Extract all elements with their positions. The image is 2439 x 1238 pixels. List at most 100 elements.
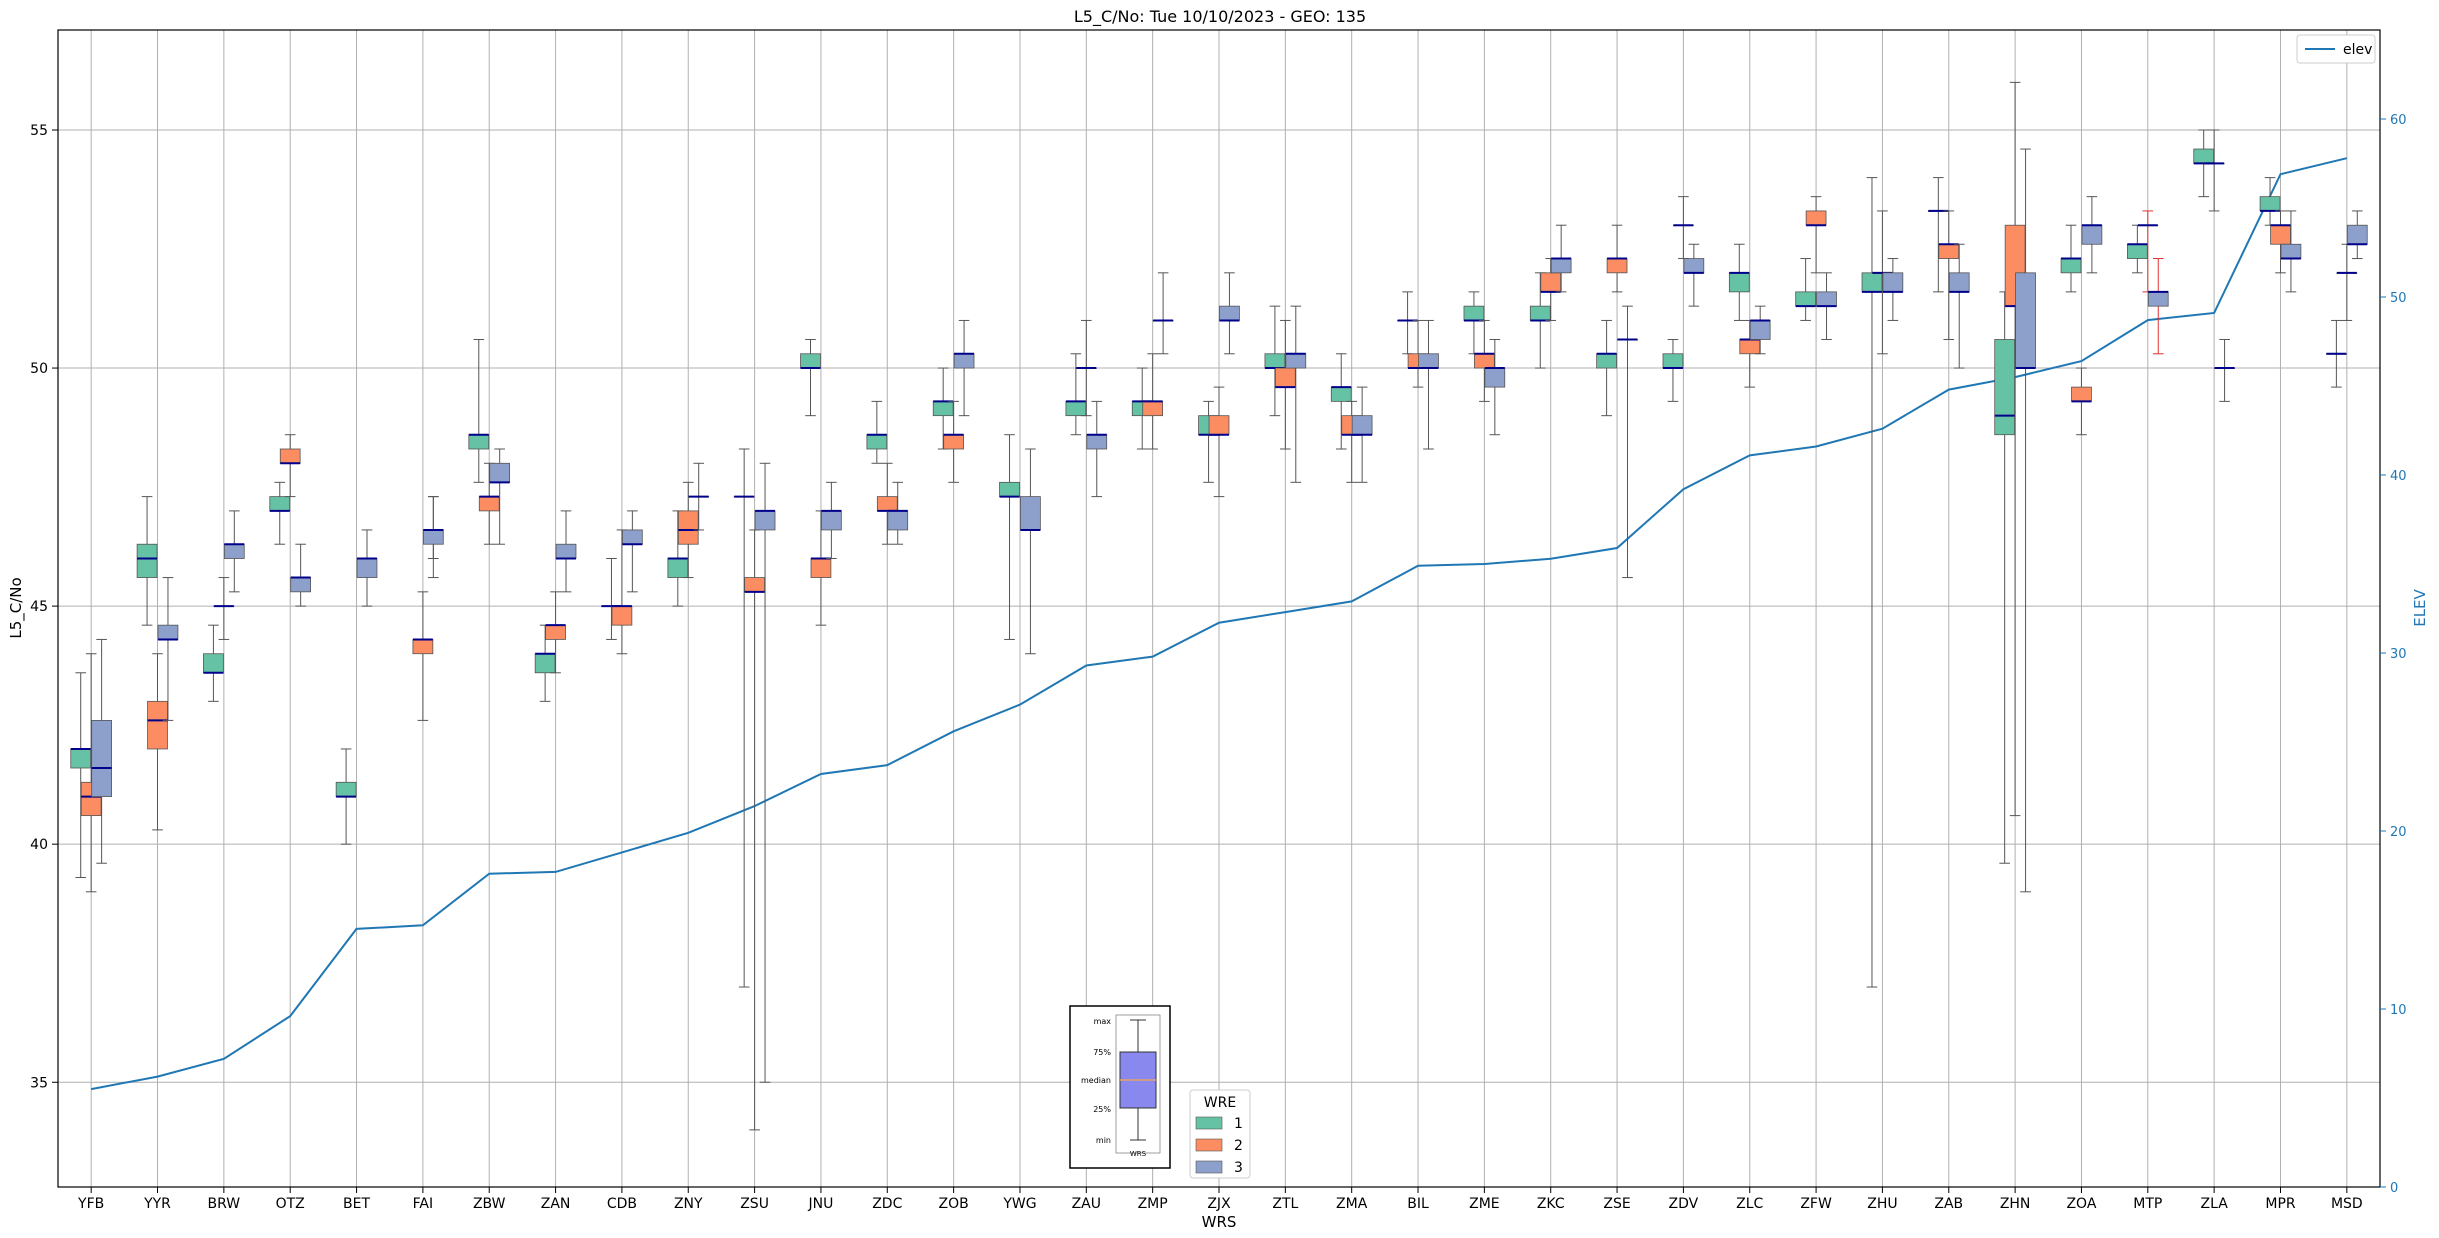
box-zdv-wre2 <box>1673 196 1694 260</box>
x-tick-label: CDB <box>607 1196 637 1212</box>
box-ztl-wre2 <box>1274 319 1296 450</box>
box-brw-wre2 <box>213 577 235 640</box>
box-iqr <box>821 510 842 531</box>
box-yyr-wre2 <box>147 653 168 831</box>
box-iqr <box>1739 339 1761 355</box>
box-iqr <box>1948 272 1970 293</box>
box-iqr <box>800 353 821 369</box>
box-iqr <box>1861 272 1883 293</box>
box-iqr <box>1219 305 1240 321</box>
box-zsu-wre2 <box>744 529 765 1131</box>
box-yfb-wre1 <box>70 672 92 879</box>
x-tick-label: ZAB <box>1934 1196 1963 1212</box>
x-tick-label: ZAN <box>541 1196 571 1212</box>
x-tick-label: ZMP <box>1138 1196 1168 1212</box>
x-tick-label: ZNY <box>674 1196 703 1212</box>
box-iqr <box>1550 258 1572 274</box>
box-iqr <box>1264 353 1286 369</box>
box-iqr <box>2193 148 2215 164</box>
box-iqr <box>1938 243 1960 259</box>
box-iqr <box>555 543 577 559</box>
x-tick-label: ZME <box>1469 1196 1500 1212</box>
box-ywg-wre3 <box>1020 448 1041 655</box>
box-iqr <box>422 529 444 545</box>
inset-label-q1: 25% <box>1093 1105 1111 1114</box>
box-iqr <box>887 510 909 531</box>
y2-tick-label: 50 <box>2390 291 2407 306</box>
inset-label-max: max <box>1094 1017 1112 1026</box>
box-iqr <box>70 748 92 769</box>
box-iqr <box>866 434 888 450</box>
box-iqr <box>1683 258 1705 274</box>
y-tick-label: 50 <box>30 361 48 377</box>
x-tick-label: ZSU <box>740 1196 769 1212</box>
x-tick-label: ZDC <box>872 1196 902 1212</box>
elev-legend-label: elev <box>2343 42 2372 58</box>
wre-legend-label-3: 3 <box>1234 1160 1243 1176</box>
box-zhn-wre3 <box>2015 148 2036 893</box>
box-anatomy-inset: max 75% median 25% min WRS <box>1069 1005 1171 1169</box>
box-bil-wre3 <box>1418 319 1439 450</box>
box-zbw-wre3 <box>489 448 511 545</box>
box-brw-wre3 <box>223 510 245 593</box>
box-iqr <box>356 558 378 578</box>
x-tick-label: MSD <box>2331 1196 2363 1212</box>
box-iqr <box>611 605 633 626</box>
box-mtp-wre2 <box>2137 210 2159 293</box>
box-iqr <box>1728 272 1750 293</box>
x-tick-label: ZOB <box>939 1196 969 1212</box>
box-fai-wre2 <box>412 591 434 721</box>
box-iqr <box>876 496 898 512</box>
box-msd-wre2 <box>2336 243 2358 321</box>
box-msd-wre3 <box>2346 210 2368 260</box>
x-tick-label: JNU <box>808 1196 834 1212</box>
box-bet-wre3 <box>356 529 378 607</box>
box-zme-wre2 <box>1474 319 1495 402</box>
box-zab-wre3 <box>1948 243 1970 369</box>
box-iqr <box>2147 291 2169 307</box>
box-mpr-wre3 <box>2280 210 2302 293</box>
box-cdb-wre2 <box>611 529 633 655</box>
box-zny-wre2 <box>677 481 699 579</box>
x-tick-label: YYR <box>143 1196 171 1212</box>
x-tick-label: BET <box>343 1196 370 1212</box>
box-iqr <box>1020 496 1041 531</box>
y-tick-label: 45 <box>30 599 48 615</box>
box-zmp-wre3 <box>1152 272 1174 355</box>
box-zdv-wre3 <box>1683 243 1705 307</box>
inset-xlabel: WRS <box>1130 1150 1147 1158</box>
box-iqr <box>2126 243 2148 259</box>
box-iqr <box>534 653 556 674</box>
box-zan-wre3 <box>555 510 577 593</box>
box-iqr <box>1418 353 1439 369</box>
x-tick-label: BRW <box>208 1196 241 1212</box>
box-zau-wre1 <box>1065 353 1087 436</box>
y2-tick-label: 30 <box>2390 647 2407 662</box>
box-zsu-wre1 <box>733 448 755 988</box>
box-zse-wre1 <box>1596 319 1617 417</box>
box-zhu-wre3 <box>1882 258 1904 321</box>
wre-legend-label-1: 1 <box>1234 1116 1243 1132</box>
box-series <box>70 81 2368 1131</box>
box-iqr <box>223 543 245 559</box>
box-mpr-wre2 <box>2270 210 2291 274</box>
box-zsu-wre3 <box>754 462 776 1083</box>
box-zhu-wre1 <box>1861 177 1883 988</box>
x-tick-label: ZKC <box>1537 1196 1565 1212</box>
box-iqr <box>1749 320 1771 340</box>
box-zdc-wre3 <box>887 481 909 545</box>
box-iqr <box>1351 415 1373 436</box>
box-zny-wre1 <box>667 510 689 607</box>
box-zau-wre2 <box>1075 319 1097 417</box>
box-zan-wre2 <box>545 591 566 674</box>
y2-tick-label: 0 <box>2390 1181 2398 1196</box>
x-axis-label: WRS <box>1202 1213 1237 1231</box>
x-tick-label: ZJX <box>1207 1196 1231 1212</box>
box-iqr <box>478 496 500 512</box>
box-iqr <box>2060 258 2082 274</box>
box-iqr <box>468 434 490 450</box>
box-iqr <box>1330 386 1352 402</box>
box-zbw-wre2 <box>478 462 500 545</box>
box-zob-wre2 <box>943 400 964 483</box>
